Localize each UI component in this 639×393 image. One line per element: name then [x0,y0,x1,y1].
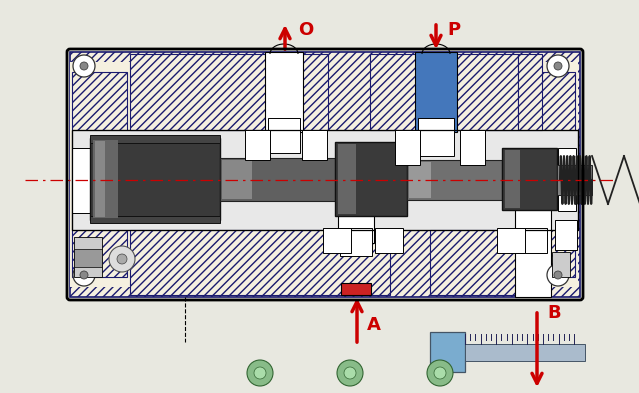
Bar [497,228,525,253]
Circle shape [427,360,453,386]
Text: P: P [447,21,460,39]
Bar [222,160,252,199]
Circle shape [547,55,569,77]
Bar [430,230,518,295]
Bar [245,130,270,160]
Text: O: O [298,21,313,39]
Bar [90,138,220,220]
Bar [323,228,351,253]
Bar [74,237,102,277]
Circle shape [73,264,95,286]
Bar [370,54,518,130]
Circle shape [337,360,363,386]
Circle shape [80,271,88,279]
Bar [72,72,127,277]
Bar [90,216,220,223]
Bar [340,228,372,256]
Bar [95,141,105,217]
Bar [520,72,575,277]
Bar [430,332,465,372]
Circle shape [434,367,446,379]
Bar [338,144,356,214]
Bar [460,130,485,165]
Circle shape [247,360,273,386]
Bar [338,188,374,243]
Bar [70,62,130,287]
Bar [409,162,431,198]
Circle shape [344,367,356,379]
Bar [72,130,578,230]
Bar [220,158,335,201]
Bar [515,228,547,253]
Bar [552,252,570,277]
Circle shape [554,62,562,70]
Bar [130,230,390,295]
Bar [268,118,300,153]
Bar [518,54,542,130]
Bar [418,118,454,156]
Bar [375,228,403,253]
Bar [395,130,420,165]
Text: A: A [367,316,381,334]
Bar [130,54,328,130]
Circle shape [554,271,562,279]
Bar [557,165,592,195]
Bar [515,200,551,297]
Bar [93,140,118,218]
Bar [518,62,578,287]
Circle shape [547,264,569,286]
Circle shape [80,62,88,70]
Bar [502,148,557,210]
Bar [265,52,303,132]
Circle shape [254,367,266,379]
Bar [555,220,577,250]
Bar [407,160,502,200]
Bar [465,344,585,361]
Circle shape [73,55,95,77]
Bar [341,283,371,295]
Bar [335,142,407,216]
Bar [302,130,327,160]
Text: B: B [547,304,560,322]
Bar [72,130,578,230]
Bar [505,150,520,208]
Circle shape [117,254,127,264]
Bar [70,52,580,297]
Bar [90,135,220,143]
Bar [74,249,102,267]
Circle shape [109,246,135,272]
Bar [72,148,97,213]
Bar [415,52,457,132]
Bar [558,148,576,211]
